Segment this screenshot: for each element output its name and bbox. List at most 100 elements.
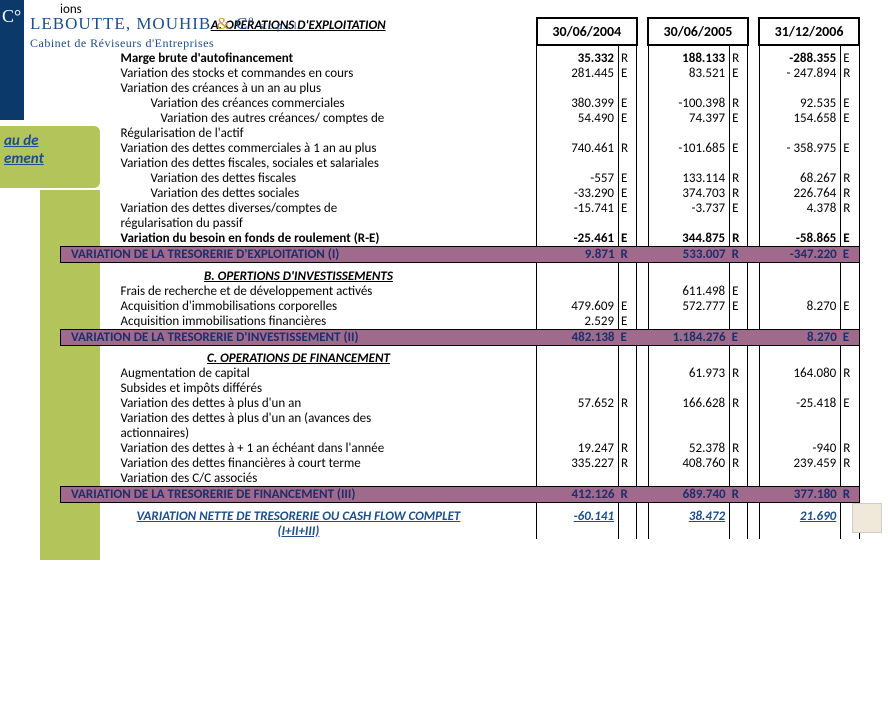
row-dettes-fisc-v1: -557 [537, 171, 619, 186]
firm-scprl: s.c.p.r.l. [260, 21, 301, 32]
row-net-label1: VARIATION NETTE DE TRESORERIE OU CASH FL… [61, 509, 537, 524]
row-immo-fin-v1: 2.529 [537, 314, 619, 330]
row-marge-label: Marge brute d'autofinancement [61, 51, 537, 66]
row-dettes-div-t2: E [730, 201, 748, 216]
row-var-treso-exp-t3: E [841, 247, 859, 263]
row-dettes-fin-ct-t2: R [730, 456, 748, 471]
row-var-treso-exp-v3: -347.220 [759, 247, 841, 263]
row-var-treso-fin-v1: 412.126 [537, 487, 619, 503]
row-rd-t1 [619, 284, 637, 299]
row-bfr-t2: R [730, 231, 748, 247]
row-dettes-plus1-ech-label: Variation des dettes à + 1 an échéant da… [61, 441, 537, 456]
row-marge-v1: 35.332 [537, 51, 619, 66]
side-tab-line2: ement [4, 150, 44, 168]
col-date-3: 31/12/2006 [759, 18, 859, 45]
row-dettes-div-label: Variation des dettes diverses/comptes de [61, 201, 537, 216]
row-bfr-label: Variation du besoin en fonds de roulemen… [61, 231, 537, 247]
corner-letter: C° [2, 6, 21, 27]
row-immo-corp-t3: E [841, 299, 859, 314]
row-dettes-plus-an-av-label: Variation des dettes à plus d'un an (ava… [61, 411, 537, 426]
row-dettes-com-t3: E [841, 141, 859, 156]
row-net-v1: -60.141 [537, 509, 619, 524]
row-marge-v2: 188.133 [648, 51, 730, 66]
col-date-2: 30/06/2005 [648, 18, 748, 45]
firm-name-sup: o [248, 14, 254, 25]
row-var-treso-exp-v1: 9.871 [537, 247, 619, 263]
row-var-treso-fin-t3: R [841, 487, 859, 503]
row-aug-cap-v3: 164.080 [759, 366, 841, 381]
financial-table: A. OPERATIONS D'EXPLOITATION 30/06/2004 … [60, 17, 860, 539]
row-dettes-fin-ct-t3: R [841, 456, 859, 471]
row-dettes-soc-label: Variation des dettes sociales [61, 186, 537, 201]
row-creances-an-label: Variation des créances à un an au plus [61, 81, 537, 96]
row-var-treso-fin-t2: R [730, 487, 748, 503]
row-immo-corp-v1: 479.609 [537, 299, 619, 314]
row-var-treso-inv-t2: E [730, 329, 748, 345]
row-dettes-plus-an-v2: 166.628 [648, 396, 730, 411]
row-rd-t2: E [730, 284, 748, 299]
row-stocks-v1: 281.445 [537, 66, 619, 81]
row-dettes-plus-an-v3: -25.418 [759, 396, 841, 411]
row-dettes-com-label: Variation des dettes commerciales à 1 an… [61, 141, 537, 156]
row-rd-v2: 611.498 [648, 284, 730, 299]
row-creances-autres-v1: 54.490 [537, 111, 619, 126]
row-marge-t3: E [841, 51, 859, 66]
row-var-treso-exp-label: VARIATION DE LA TRESORERIE D'EXPLOITATIO… [61, 247, 537, 263]
row-regul-passif-label: régularisation du passif [61, 216, 537, 231]
row-var-treso-exp-t1: R [619, 247, 637, 263]
row-creances-com-t2: R [730, 96, 748, 111]
row-var-treso-fin-v3: 377.180 [759, 487, 841, 503]
row-stocks-t2: E [730, 66, 748, 81]
firm-subtitle: Cabinet de Réviseurs d'Entreprises [30, 36, 301, 51]
row-dettes-com-v3: - 358.975 [759, 141, 841, 156]
row-dettes-plus1-ech-t3: R [841, 441, 859, 456]
row-immo-corp-label: Acquisition d'immobilisations corporelle… [61, 299, 537, 314]
row-var-treso-fin-v2: 689.740 [648, 487, 730, 503]
row-immo-fin-t1: E [619, 314, 637, 330]
row-immo-fin-label: Acquisition immobilisations financières [61, 314, 537, 330]
row-stocks-t1: E [619, 66, 637, 81]
row-creances-com-t3: E [841, 96, 859, 111]
row-bfr-v3: -58.865 [759, 231, 841, 247]
row-creances-com-v1: 380.399 [537, 96, 619, 111]
row-dettes-soc-t1: E [619, 186, 637, 201]
row-cc-assoc-label: Variation des C/C associés [61, 471, 537, 487]
col-date-1: 30/06/2004 [537, 18, 637, 45]
row-subsides-label: Subsides et impôts différés [61, 381, 537, 396]
firm-name: LEBOUTTE, MOUHIB & Co s.c.p.r.l. [30, 14, 301, 34]
row-bfr-t3: E [841, 231, 859, 247]
row-dettes-plus-an-t3: E [841, 396, 859, 411]
row-dettes-plus-an-t1: R [619, 396, 637, 411]
row-regul-actif-label: Régularisation de l'actif [61, 126, 537, 141]
row-net-label2: (I+II+III) [61, 524, 537, 539]
side-tab: au de ement [0, 126, 100, 188]
firm-ampersand: & [217, 14, 231, 33]
row-dettes-fisc-soc-label: Variation des dettes fiscales, sociales … [61, 156, 537, 171]
row-var-treso-inv-t1: E [619, 329, 637, 345]
row-immo-corp-v2: 572.777 [648, 299, 730, 314]
row-dettes-div-v2: -3.737 [648, 201, 730, 216]
firm-name-part2: C [236, 14, 248, 33]
row-dettes-fisc-v3: 68.267 [759, 171, 841, 186]
row-creances-autres-v3: 154.658 [759, 111, 841, 126]
row-creances-com-v2: -100.398 [648, 96, 730, 111]
row-aug-cap-t2: R [730, 366, 748, 381]
row-var-treso-inv-v3: 8.270 [759, 329, 841, 345]
row-net-v3: 21.690 [759, 509, 841, 524]
row-dettes-fin-ct-v1: 335.227 [537, 456, 619, 471]
row-marge-t1: R [619, 51, 637, 66]
section-c-title: C. OPERATIONS DE FINANCEMENT [61, 351, 537, 366]
row-dettes-plus1-ech-v1: 19.247 [537, 441, 619, 456]
row-dettes-plus-an-v1: 57.652 [537, 396, 619, 411]
row-dettes-com-t2: E [730, 141, 748, 156]
row-rd-label: Frais de recherche et de développement a… [61, 284, 537, 299]
row-creances-autres-t1: E [619, 111, 637, 126]
row-creances-com-v3: 92.535 [759, 96, 841, 111]
row-dettes-com-v1: 740.461 [537, 141, 619, 156]
row-dettes-div-v3: 4.378 [759, 201, 841, 216]
corner-strip: C° [0, 0, 24, 120]
row-stocks-v2: 83.521 [648, 66, 730, 81]
row-marge-v3: -288.355 [759, 51, 841, 66]
row-marge-t2: R [730, 51, 748, 66]
row-creances-autres-label: Variation des autres créances/ comptes d… [61, 111, 537, 126]
